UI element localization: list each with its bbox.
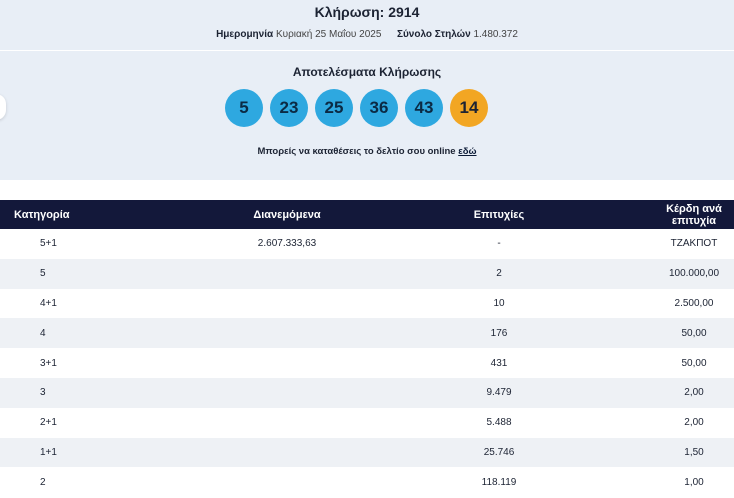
table-row: 2+1 5.488 2,00 xyxy=(0,407,734,438)
col-winners: Επιτυχίες xyxy=(473,208,525,221)
table-row: 3+1 431 50,00 xyxy=(0,348,734,378)
prize-table: Κατηγορία Διανεμόμενα Επιτυχίες Κέρδη αν… xyxy=(0,200,734,498)
table-row: 5+1 2.607.333,63 - ΤΖΑΚΠΟΤ xyxy=(0,229,734,259)
table-row: 1+1 25.746 1,50 xyxy=(0,437,734,468)
cell-category: 3+1 xyxy=(40,357,57,369)
online-text: Μπορείς να καταθέσεις το δελτίο σου onli… xyxy=(257,146,456,157)
online-link[interactable]: εδώ xyxy=(458,146,477,157)
cell-category: 4+1 xyxy=(40,297,57,309)
cell-distributed xyxy=(191,318,383,348)
cell-winners: 2 xyxy=(496,268,502,280)
cell-prize: ΤΖΑΚΠΟΤ xyxy=(670,238,718,250)
cell-category: 3 xyxy=(40,387,46,399)
cell-distributed xyxy=(191,259,383,289)
table-row: 4+1 10 2.500,00 xyxy=(0,288,734,319)
table-header-row: Κατηγορία Διανεμόμενα Επιτυχίες Κέρδη αν… xyxy=(0,200,734,229)
carousel-prev-tab[interactable] xyxy=(0,94,6,120)
drawn-numbers: 5 23 25 36 43 14 xyxy=(225,89,488,127)
cell-distributed xyxy=(191,408,383,438)
number-ball: 25 xyxy=(315,89,353,127)
col-prize-per-winner: Κέρδη ανά επιτυχία xyxy=(666,202,722,227)
cell-winners: 10 xyxy=(493,297,505,309)
cell-category: 4 xyxy=(40,327,46,339)
draw-title: Κλήρωση: 2914 xyxy=(314,4,420,20)
cell-category: 1+1 xyxy=(40,446,57,458)
cell-prize: 50,00 xyxy=(681,327,707,339)
online-bet-note: Μπορείς να καταθέσεις το δελτίο σου onli… xyxy=(0,146,734,157)
table-row: 4 176 50,00 xyxy=(0,318,734,349)
cell-prize: 2,00 xyxy=(684,387,704,399)
cell-distributed xyxy=(191,289,383,319)
cell-distributed xyxy=(191,438,383,468)
cell-winners: 431 xyxy=(490,357,508,369)
cell-winners: 5.488 xyxy=(486,417,512,429)
table-row: 2 118.119 1,00 xyxy=(0,467,734,498)
cell-prize: 1,50 xyxy=(684,446,704,458)
cell-category: 5+1 xyxy=(40,238,57,250)
columns-label: Σύνολο Στηλών xyxy=(396,29,471,40)
cell-prize: 2,00 xyxy=(684,417,704,429)
cell-distributed xyxy=(191,378,383,408)
cell-prize: 2.500,00 xyxy=(674,297,714,309)
table-row: 5 2 100.000,00 xyxy=(0,258,734,289)
cell-winners: 118.119 xyxy=(481,476,517,488)
draw-meta: Ημερομηνία Κυριακή 25 Μαΐου 2025 Σύνολο … xyxy=(0,29,734,40)
columns-value: 1.480.372 xyxy=(473,29,518,40)
draw-summary-panel: Κλήρωση: 2914 Ημερομηνία Κυριακή 25 Μαΐο… xyxy=(0,0,734,180)
cell-winners: 176 xyxy=(490,327,508,339)
joker-ball: 14 xyxy=(450,89,488,127)
date-label: Ημερομηνία xyxy=(216,29,274,40)
cell-winners: - xyxy=(497,238,501,250)
number-ball: 23 xyxy=(270,89,308,127)
col-distributed: Διανεμόμενα xyxy=(253,208,321,221)
number-ball: 43 xyxy=(405,89,443,127)
cell-winners: 9.479 xyxy=(486,387,512,399)
cell-category: 2 xyxy=(40,476,46,488)
cell-prize: 50,00 xyxy=(681,357,707,369)
cell-distributed: 2.607.333,63 xyxy=(257,238,317,250)
col-category: Κατηγορία xyxy=(14,208,70,221)
cell-distributed xyxy=(191,348,383,378)
number-ball: 5 xyxy=(225,89,263,127)
cell-prize: 1,00 xyxy=(684,476,704,488)
cell-category: 5 xyxy=(40,268,46,280)
table-row: 3 9.479 2,00 xyxy=(0,377,734,408)
cell-distributed xyxy=(191,467,383,497)
date-value: Κυριακή 25 Μαΐου 2025 xyxy=(275,29,382,40)
number-ball: 36 xyxy=(360,89,398,127)
divider xyxy=(0,50,734,51)
results-title: Αποτελέσματα Κλήρωσης xyxy=(292,65,442,79)
cell-winners: 25.746 xyxy=(483,446,515,458)
cell-prize: 100.000,00 xyxy=(668,268,720,280)
cell-category: 2+1 xyxy=(40,417,57,429)
